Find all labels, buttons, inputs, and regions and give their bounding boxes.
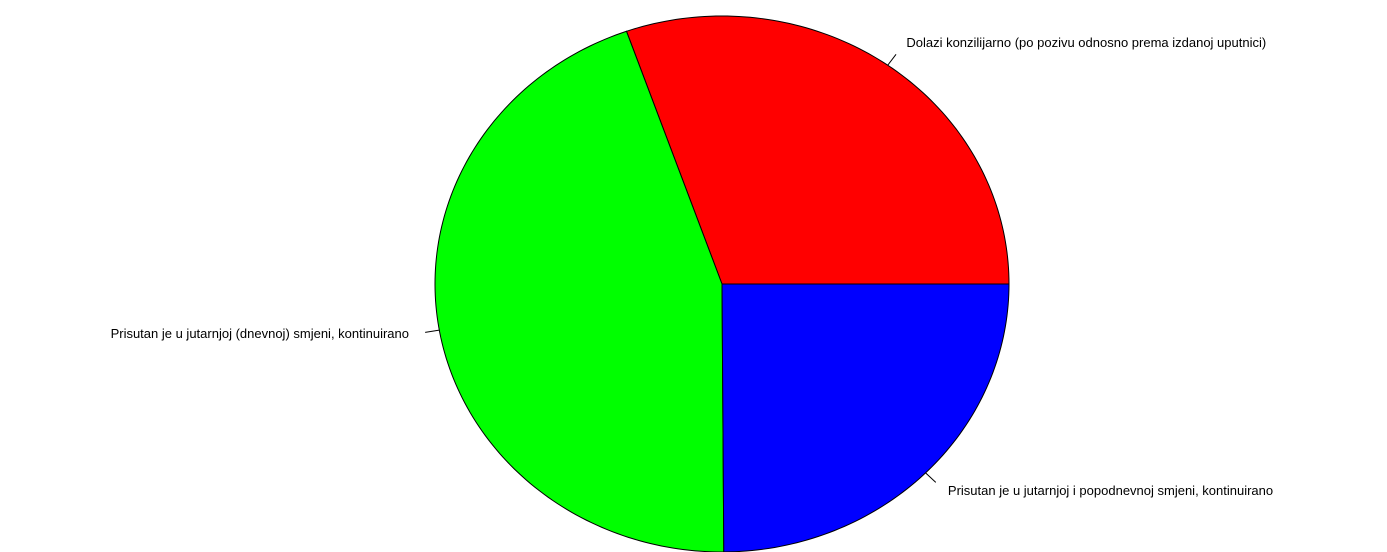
leader-lines [425,53,937,483]
pie-slice-3 [721,283,1010,552]
leader-line-1 [887,53,897,66]
slice-label-1: Dolazi konzilijarno (po pozivu odnosno p… [906,35,1266,50]
leader-line-2 [425,329,440,333]
slice-label-3: Prisutan je u jutarnjoj i popodnevnoj sm… [948,483,1273,498]
slice-labels: Dolazi konzilijarno (po pozivu odnosno p… [111,35,1274,498]
pie-slices [434,15,1010,552]
pie-slice-2 [434,30,725,552]
leader-line-3 [925,472,937,483]
slice-label-2: Prisutan je u jutarnjoj (dnevnoj) smjeni… [111,326,409,341]
